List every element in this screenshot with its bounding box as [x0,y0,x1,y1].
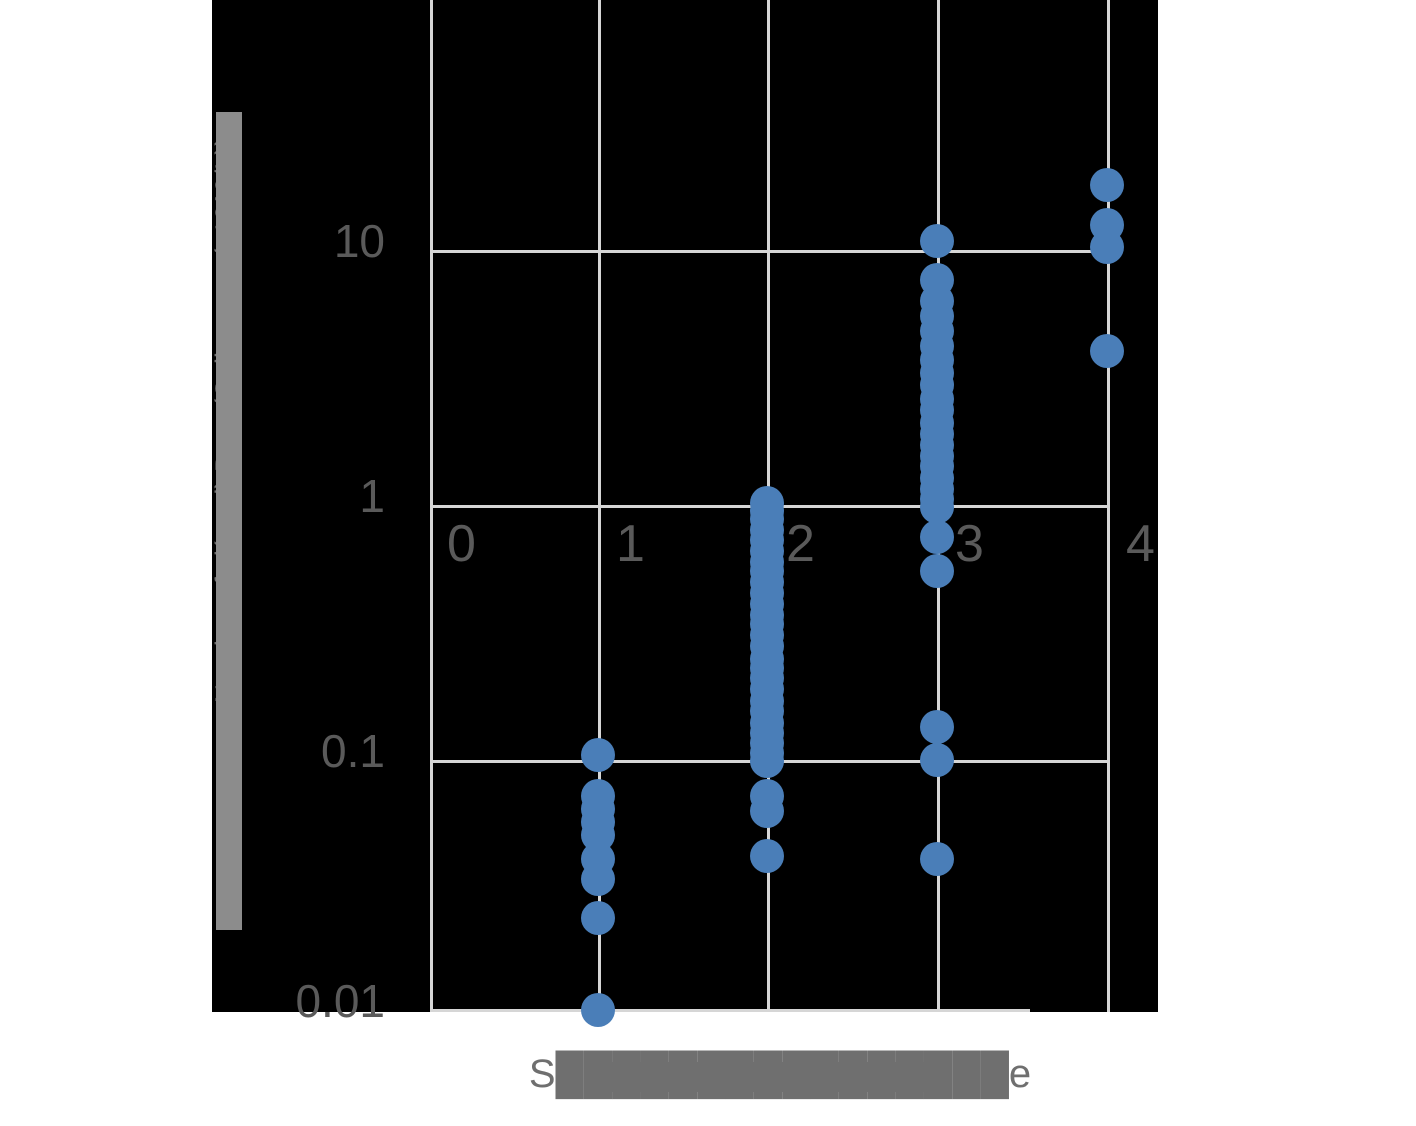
data-point [581,901,615,936]
x-tick-label-2: 2 [786,515,815,573]
data-point [920,490,954,525]
x-axis-title-redaction-bar [605,1062,935,1092]
y-tick-label-10: 10 [333,215,385,267]
y-axis-title-redaction-bar [216,112,242,930]
x-tick-label-3: 3 [955,515,984,573]
y-tick-label-1: 1 [359,470,385,522]
data-point [1090,334,1124,369]
data-point [1090,229,1124,264]
data-point [750,794,784,829]
data-point [1090,167,1124,202]
data-point [920,841,954,876]
data-point [750,839,784,874]
data-point [920,519,954,554]
data-point [581,992,615,1027]
data-point [920,743,954,777]
data-point [750,744,784,779]
x-tick-label-1: 1 [616,515,645,573]
data-point [581,737,615,772]
data-point [920,709,954,744]
data-point [920,554,954,589]
x-tick-label-4: 4 [1126,515,1155,573]
data-point [920,224,954,259]
y-tick-label-0p1: 0.1 [321,725,385,777]
y-tick-label-0p01: 0.01 [295,975,385,1027]
data-point [581,862,615,897]
x-tick-label-0: 0 [447,515,476,573]
